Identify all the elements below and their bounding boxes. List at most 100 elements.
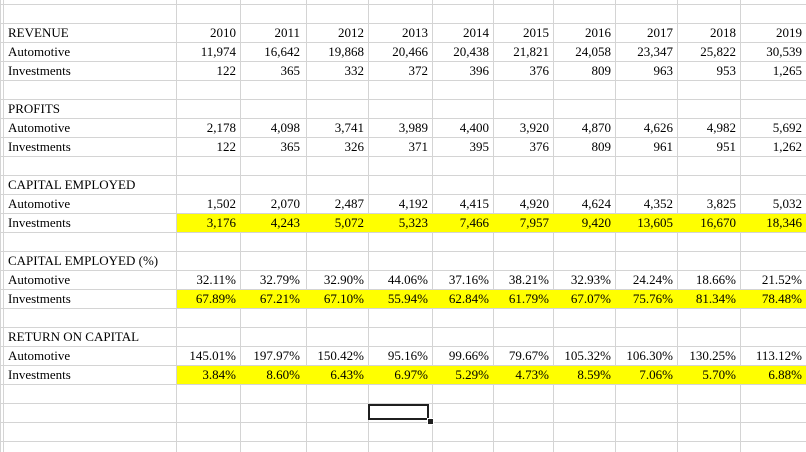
data-cell[interactable]: 6.88% [768, 367, 802, 382]
data-cell[interactable]: 963 [653, 63, 674, 78]
data-cell[interactable]: 372 [408, 63, 429, 78]
year-header-cell[interactable]: 2018 [710, 25, 736, 40]
year-header-cell[interactable]: 2010 [210, 25, 236, 40]
data-cell[interactable]: 130.25% [689, 348, 736, 363]
year-header-cell[interactable]: 2017 [647, 25, 673, 40]
data-cell[interactable]: 4.73% [515, 367, 549, 382]
data-cell[interactable]: 332 [344, 63, 365, 78]
year-header-cell[interactable]: 2019 [776, 25, 802, 40]
data-cell[interactable]: 1,265 [772, 63, 802, 78]
section-title[interactable]: RETURN ON CAPITAL [8, 329, 140, 344]
data-cell[interactable]: 20,438 [453, 44, 489, 59]
data-cell[interactable]: 99.66% [448, 348, 489, 363]
data-cell[interactable]: 32.11% [196, 272, 236, 287]
data-cell[interactable]: 326 [344, 139, 365, 154]
data-cell[interactable]: 32.90% [323, 272, 364, 287]
data-cell[interactable]: 95.16% [387, 348, 428, 363]
data-cell[interactable]: 75.76% [632, 291, 673, 306]
data-cell[interactable]: 67.10% [323, 291, 364, 306]
data-cell[interactable]: 16,670 [700, 215, 736, 230]
row-label[interactable]: Automotive [8, 120, 71, 135]
data-cell[interactable]: 37.16% [448, 272, 489, 287]
data-cell[interactable]: 61.79% [508, 291, 549, 306]
data-cell[interactable]: 21,821 [513, 44, 549, 59]
year-header-cell[interactable]: 2013 [402, 25, 428, 40]
data-cell[interactable]: 4,400 [459, 120, 489, 135]
data-cell[interactable]: 5,323 [398, 215, 428, 230]
data-cell[interactable]: 197.97% [253, 348, 300, 363]
data-cell[interactable]: 4,982 [706, 120, 736, 135]
data-cell[interactable]: 376 [529, 139, 550, 154]
data-cell[interactable]: 2,070 [270, 196, 300, 211]
data-cell[interactable]: 44.06% [387, 272, 428, 287]
data-cell[interactable]: 8.60% [266, 367, 300, 382]
section-title[interactable]: REVENUE [8, 25, 69, 40]
data-cell[interactable]: 25,822 [700, 44, 736, 59]
data-cell[interactable]: 2,178 [206, 120, 236, 135]
data-cell[interactable]: 7.06% [639, 367, 673, 382]
row-label[interactable]: Investments [8, 367, 71, 382]
data-cell[interactable]: 365 [280, 139, 301, 154]
data-cell[interactable]: 67.07% [570, 291, 611, 306]
data-cell[interactable]: 3,920 [519, 120, 549, 135]
data-cell[interactable]: 3,176 [206, 215, 236, 230]
data-cell[interactable]: 122 [216, 63, 237, 78]
data-cell[interactable]: 78.48% [761, 291, 802, 306]
data-cell[interactable]: 4,870 [581, 120, 611, 135]
data-cell[interactable]: 38.21% [508, 272, 549, 287]
data-cell[interactable]: 67.89% [195, 291, 236, 306]
data-cell[interactable]: 5.70% [702, 367, 736, 382]
row-label[interactable]: Automotive [8, 348, 71, 363]
section-title[interactable]: PROFITS [8, 101, 61, 116]
year-header-cell[interactable]: 2016 [585, 25, 611, 40]
section-title[interactable]: CAPITAL EMPLOYED [8, 177, 136, 192]
data-cell[interactable]: 365 [280, 63, 301, 78]
data-cell[interactable]: 5,692 [772, 120, 802, 135]
data-cell[interactable]: 81.34% [695, 291, 736, 306]
data-cell[interactable]: 4,626 [643, 120, 673, 135]
data-cell[interactable]: 113.12% [755, 348, 802, 363]
data-cell[interactable]: 32.93% [570, 272, 611, 287]
data-cell[interactable]: 4,352 [643, 196, 673, 211]
data-cell[interactable]: 105.32% [564, 348, 611, 363]
section-title[interactable]: CAPITAL EMPLOYED (%) [8, 253, 159, 268]
data-cell[interactable]: 106.30% [626, 348, 673, 363]
data-cell[interactable]: 3,741 [334, 120, 364, 135]
data-cell[interactable]: 4,415 [459, 196, 489, 211]
data-cell[interactable]: 395 [469, 139, 490, 154]
row-label[interactable]: Automotive [8, 44, 71, 59]
data-cell[interactable]: 24.24% [632, 272, 673, 287]
fill-handle[interactable] [427, 418, 434, 425]
data-cell[interactable]: 67.21% [259, 291, 300, 306]
data-cell[interactable]: 4,098 [270, 120, 300, 135]
year-header-cell[interactable]: 2011 [274, 25, 300, 40]
data-cell[interactable]: 809 [591, 63, 612, 78]
data-cell[interactable]: 24,058 [575, 44, 611, 59]
data-cell[interactable]: 23,347 [637, 44, 673, 59]
data-cell[interactable]: 376 [529, 63, 550, 78]
year-header-cell[interactable]: 2015 [523, 25, 549, 40]
data-cell[interactable]: 809 [591, 139, 612, 154]
data-cell[interactable]: 396 [469, 63, 490, 78]
data-cell[interactable]: 953 [716, 63, 737, 78]
year-header-cell[interactable]: 2012 [338, 25, 364, 40]
data-cell[interactable]: 3.84% [202, 367, 236, 382]
data-cell[interactable]: 16,642 [264, 44, 300, 59]
data-cell[interactable]: 4,192 [398, 196, 428, 211]
data-cell[interactable]: 4,624 [581, 196, 611, 211]
data-cell[interactable]: 7,957 [519, 215, 549, 230]
data-cell[interactable]: 18,346 [766, 215, 802, 230]
data-cell[interactable]: 145.01% [189, 348, 236, 363]
data-cell[interactable]: 18.66% [695, 272, 736, 287]
data-cell[interactable]: 9,420 [581, 215, 611, 230]
data-cell[interactable]: 20,466 [392, 44, 428, 59]
row-label[interactable]: Investments [8, 215, 71, 230]
data-cell[interactable]: 5,032 [772, 196, 802, 211]
data-cell[interactable]: 8.59% [577, 367, 611, 382]
data-cell[interactable]: 2,487 [334, 196, 364, 211]
data-cell[interactable]: 6.97% [394, 367, 428, 382]
data-cell[interactable]: 3,825 [706, 196, 736, 211]
row-label[interactable]: Investments [8, 139, 71, 154]
data-cell[interactable]: 1,502 [206, 196, 236, 211]
